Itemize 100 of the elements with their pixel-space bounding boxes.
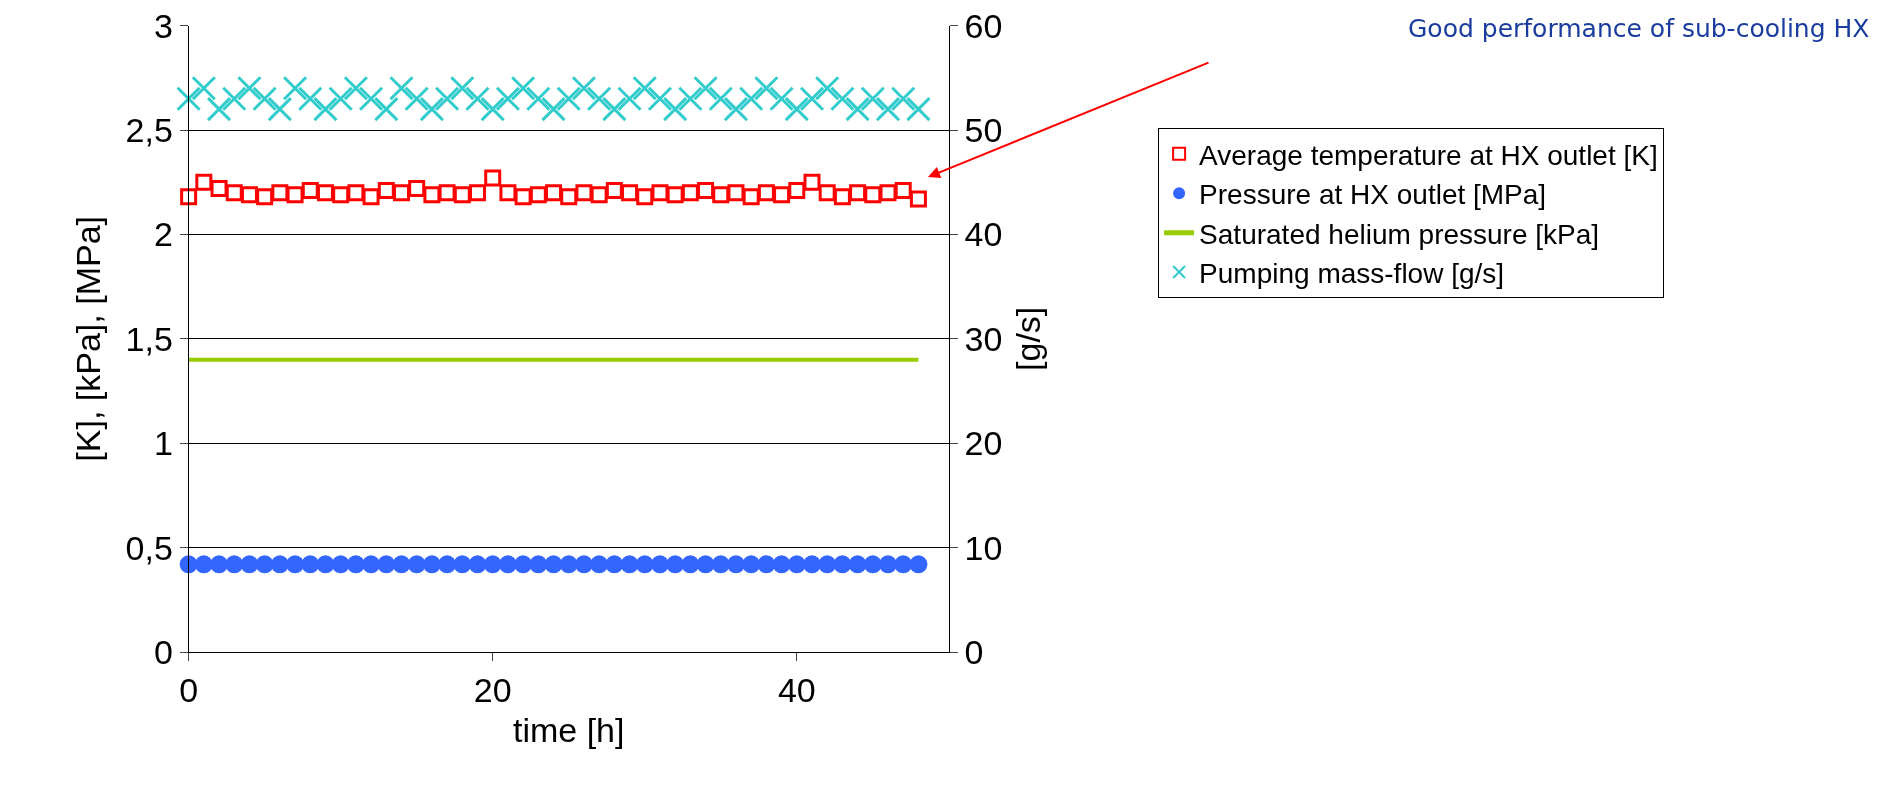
x-axis-title: time [h] (512, 711, 625, 750)
y-axis-title: [K], [kPa], [MPa] (69, 216, 108, 462)
point (879, 184, 897, 202)
x-tick-label: 0 (179, 670, 199, 709)
y-tick-label: 2,5 (125, 110, 173, 149)
y2-axis-title: [g/s] (1008, 306, 1047, 371)
point (574, 555, 593, 574)
point (525, 86, 551, 112)
point (605, 182, 623, 200)
point (529, 186, 547, 204)
point (316, 555, 335, 574)
point (176, 86, 202, 112)
point (681, 184, 699, 202)
point (499, 184, 517, 202)
point (757, 184, 775, 202)
point (864, 186, 882, 204)
point (453, 555, 472, 574)
point (833, 555, 852, 574)
text: Good performance of sub-cooling HX (1408, 14, 1870, 43)
point (829, 86, 855, 112)
point (818, 184, 836, 202)
point (465, 86, 491, 112)
point (328, 86, 354, 112)
point (255, 555, 274, 574)
y-tick-label: 3 (153, 6, 173, 45)
point (419, 96, 445, 122)
point (727, 184, 745, 202)
point (301, 182, 319, 200)
point (377, 555, 396, 574)
point (544, 555, 563, 574)
point (240, 186, 258, 204)
point (666, 186, 684, 204)
point (651, 184, 669, 202)
point (863, 555, 882, 574)
point (282, 75, 308, 101)
point (422, 555, 441, 574)
y2-tick-label: 30 (964, 319, 1003, 358)
x-tick-label: 40 (777, 670, 816, 709)
point (711, 555, 730, 574)
point (286, 186, 304, 204)
point (408, 179, 426, 197)
point (180, 188, 198, 206)
point (407, 555, 426, 574)
point (890, 86, 916, 112)
point (905, 96, 931, 122)
point (635, 555, 654, 574)
y-tick-label: 0 (153, 632, 173, 671)
point (423, 186, 441, 204)
point (206, 96, 232, 122)
point (469, 184, 487, 202)
point (772, 555, 791, 574)
point (738, 86, 764, 112)
y2-tick-label: 0 (964, 632, 984, 671)
point (377, 182, 395, 200)
point (723, 96, 749, 122)
point (650, 555, 669, 574)
point (301, 555, 320, 574)
point (787, 555, 806, 574)
point (833, 188, 851, 206)
point (769, 86, 795, 112)
point (484, 169, 502, 187)
y2-tick-label: 50 (964, 110, 1003, 149)
point (332, 186, 350, 204)
point (316, 184, 334, 202)
point (620, 555, 639, 574)
point (267, 96, 293, 122)
point (392, 555, 411, 574)
point (270, 555, 289, 574)
point (236, 75, 262, 101)
point (848, 555, 867, 574)
point (498, 555, 517, 574)
point (388, 75, 414, 101)
y2-tick-label: 40 (964, 215, 1003, 254)
point (742, 188, 760, 206)
point (571, 75, 597, 101)
point (545, 184, 563, 202)
point (708, 86, 734, 112)
point (799, 86, 825, 112)
point (784, 96, 810, 122)
point (225, 555, 244, 574)
point (434, 86, 460, 112)
point (438, 555, 457, 574)
point (666, 555, 685, 574)
y-tick-label: 2 (153, 215, 173, 254)
x-tick-label: 20 (473, 670, 512, 709)
point (697, 182, 715, 200)
point (621, 184, 639, 202)
point (696, 555, 715, 574)
point (358, 86, 384, 112)
legend-label: Pumping mass-flow [g/s] (1199, 257, 1505, 289)
point (480, 96, 506, 122)
point (803, 555, 821, 574)
point (773, 186, 791, 204)
point (438, 184, 456, 202)
legend-label: Pressure at HX outlet [MPa] (1199, 179, 1547, 211)
y2-tick-label: 60 (964, 6, 1003, 45)
point (605, 555, 624, 574)
point (312, 96, 338, 122)
point (373, 96, 399, 122)
point (514, 555, 533, 574)
